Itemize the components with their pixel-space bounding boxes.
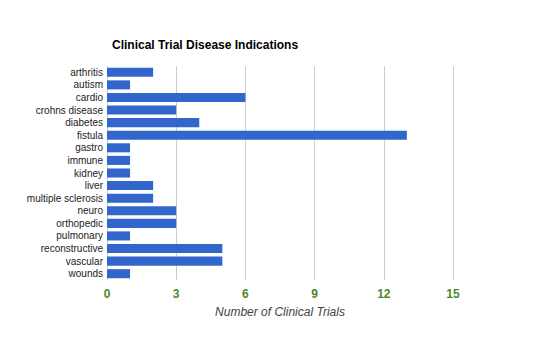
svg-text:fistula: fistula xyxy=(77,130,104,141)
svg-text:15: 15 xyxy=(446,287,460,301)
svg-text:cardio: cardio xyxy=(76,92,104,103)
svg-text:arthritis: arthritis xyxy=(70,67,103,78)
svg-text:multiple sclerosis: multiple sclerosis xyxy=(27,193,103,204)
svg-text:9: 9 xyxy=(311,287,318,301)
svg-text:immune: immune xyxy=(67,155,103,166)
svg-text:gastro: gastro xyxy=(75,142,103,153)
svg-text:6: 6 xyxy=(242,287,249,301)
svg-text:diabetes: diabetes xyxy=(65,117,103,128)
svg-text:Number of Clinical Trials: Number of Clinical Trials xyxy=(215,305,345,319)
svg-text:liver: liver xyxy=(85,180,104,191)
svg-text:reconstructive: reconstructive xyxy=(41,243,104,254)
svg-text:12: 12 xyxy=(377,287,391,301)
svg-text:neuro: neuro xyxy=(77,205,103,216)
svg-text:pulmonary: pulmonary xyxy=(56,230,103,241)
svg-text:vascular: vascular xyxy=(66,256,104,267)
svg-text:orthopedic: orthopedic xyxy=(56,218,103,229)
svg-text:autism: autism xyxy=(74,79,103,90)
svg-text:kidney: kidney xyxy=(74,168,103,179)
svg-text:0: 0 xyxy=(104,287,111,301)
svg-text:wounds: wounds xyxy=(68,268,103,279)
svg-text:Clinical Trial Disease Indicat: Clinical Trial Disease Indications xyxy=(112,38,298,52)
svg-text:3: 3 xyxy=(173,287,180,301)
svg-text:crohns disease: crohns disease xyxy=(36,105,104,116)
